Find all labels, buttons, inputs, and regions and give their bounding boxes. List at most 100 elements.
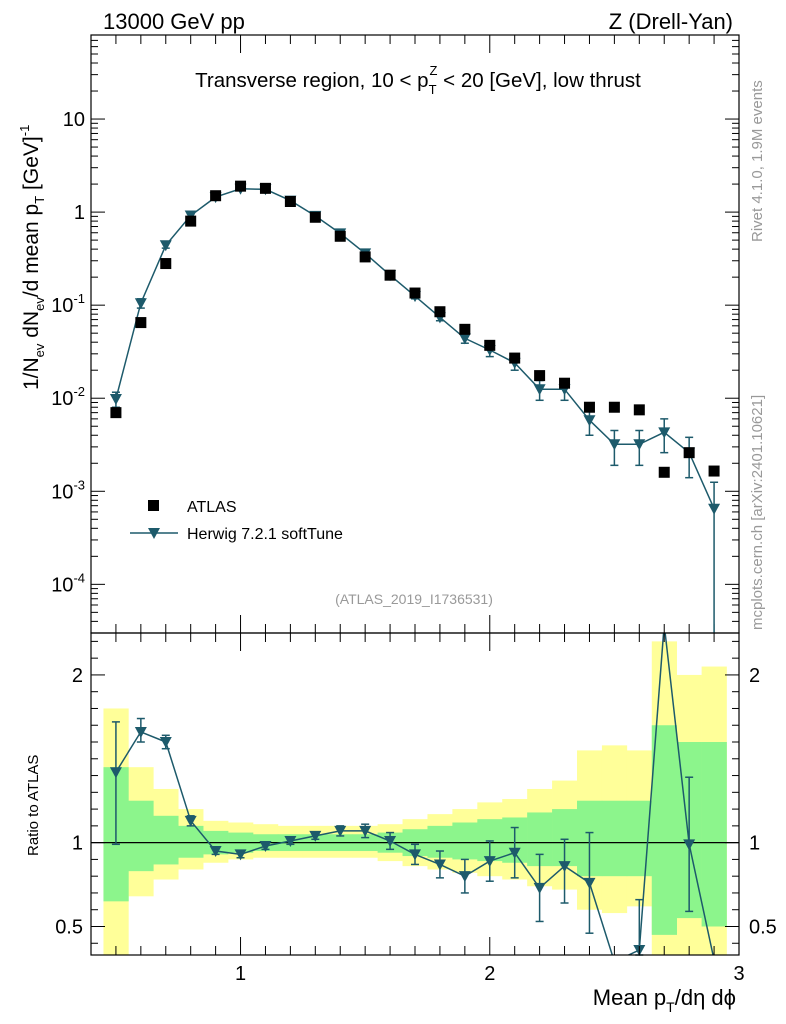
atlas-point [135,317,147,329]
atlas-point [534,370,546,382]
process-label: Z (Drell-Yan) [609,9,733,34]
ratio-herwig-point [384,835,397,847]
ratio-band-1sigma [153,815,179,865]
atlas-point [434,306,446,318]
legend: ATLAS Herwig 7.2.1 softTune [130,499,343,543]
ratio-herwig-point [184,815,197,827]
ratio-x-ticks [115,633,740,955]
main-frame [90,34,740,634]
ratio-herwig-point [334,825,347,837]
main-y-tick-label-exp: -1 [73,291,85,306]
herwig-point [633,439,646,451]
main-y-tick-label-exp: -4 [73,570,85,585]
ratio-herwig-point [209,846,222,858]
atlas-point [359,251,371,263]
herwig-line [115,188,715,510]
main-y-ticks [91,34,739,634]
atlas-point [334,230,346,242]
ratio-band-1sigma [452,822,478,860]
main-y-tick-label-exp: -2 [73,384,85,399]
main-y-tick-label: 10-1 [51,291,85,317]
main-y-tick-label: 1 [74,202,85,224]
atlas-point [658,466,670,478]
ratio-y-ticks [91,640,739,944]
ratio-y-tick-label-left: 1 [72,833,83,855]
legend-marker-herwig [148,528,160,539]
ratio-x-tick-label: 1 [235,963,246,985]
ratio-panel: 0.5 0.5 1 1 2 2 1 2 3 Ratio to ATLAS Mean pT/dη… [25,632,777,1015]
atlas-point [160,258,172,270]
ratio-x-tick-labels: 1 2 3 [235,963,745,985]
ratio-herwig-point [159,737,172,749]
ratio-bands [103,641,727,955]
main-y-tick-label: 10-4 [51,570,85,596]
ratio-band-1sigma [601,800,628,877]
ratio-herwig-point [558,861,571,873]
ratio-marks [91,633,739,956]
atlas-point [309,211,321,223]
main-y-tick-label-base: 10 [51,295,73,317]
ratio-herwig-point [109,767,122,779]
main-y-tick-label-base: 10 [51,388,73,410]
atlas-point [110,407,122,419]
main-y-tick-label-base: 10 [51,574,73,596]
mcplots-label: mcplots.cern.ch [arXiv:2401.10621] [749,395,766,630]
main-marks [109,180,721,633]
herwig-point [134,298,147,310]
herwig-point [608,439,621,451]
main-y-axis-label: 1/Nev dNev/d mean pT [GeV]-1 [17,125,47,390]
ratio-y-tick-label-right: 0.5 [749,916,777,938]
ratio-y-axis-label: Ratio to ATLAS [25,755,42,856]
atlas-point [210,190,222,202]
atlas-point [484,339,496,351]
rivet-label: Rivet 4.1.0, 1.9M events [749,80,766,242]
ratio-y-tick-label-right: 1 [749,833,760,855]
atlas-point [185,215,197,227]
ratio-herwig-point [284,835,297,847]
atlas-point [608,401,620,413]
ratio-y-tick-label-left: 2 [72,665,83,687]
ratio-herwig-point [483,856,496,868]
atlas-point [284,195,296,207]
atlas-point [409,287,421,299]
ratio-herwig-point [683,839,696,851]
herwig-point [458,333,471,345]
ratio-band-1sigma [128,800,154,872]
atlas-point [459,323,471,335]
ratio-y-tick-labels: 0.5 0.5 1 1 2 2 [55,665,777,939]
main-y-tick-label-exp: -3 [73,477,85,492]
ratio-herwig-point [234,849,247,861]
main-y-tick-label: 10 [63,109,85,131]
ratio-band-1sigma [651,725,677,935]
atlas-point [708,465,720,477]
ratio-y-tick-label-right: 2 [749,665,760,687]
atlas-point [384,269,396,281]
legend-label-herwig: Herwig 7.2.1 softTune [187,526,343,543]
herwig-point [159,240,172,252]
ratio-herwig-point [259,840,272,852]
atlas-point [583,401,595,413]
ratio-herwig-point [583,877,596,889]
herwig-point [109,394,122,406]
ratio-x-axis-label: Mean pT/dη dϕ [593,985,736,1015]
analysis-id: (ATLAS_2019_I1736531) [335,591,493,607]
ratio-herwig-point [433,859,446,871]
ratio-herwig-point [359,825,372,837]
atlas-point [633,404,645,416]
ratio-herwig-point [458,871,471,883]
legend-label-atlas: ATLAS [187,499,237,516]
atlas-point [559,377,571,389]
ratio-herwig-point [309,830,322,842]
legend-marker-atlas [148,500,159,511]
ratio-band-1sigma [701,742,727,927]
herwig-point [658,427,671,439]
ratio-herwig-point [134,726,147,738]
ratio-x-tick-label: 2 [484,963,495,985]
main-y-tick-label: 10-2 [51,384,85,410]
herwig-point [708,503,721,515]
main-y-tick-label: 10-3 [51,477,85,503]
herwig-point [533,384,546,396]
